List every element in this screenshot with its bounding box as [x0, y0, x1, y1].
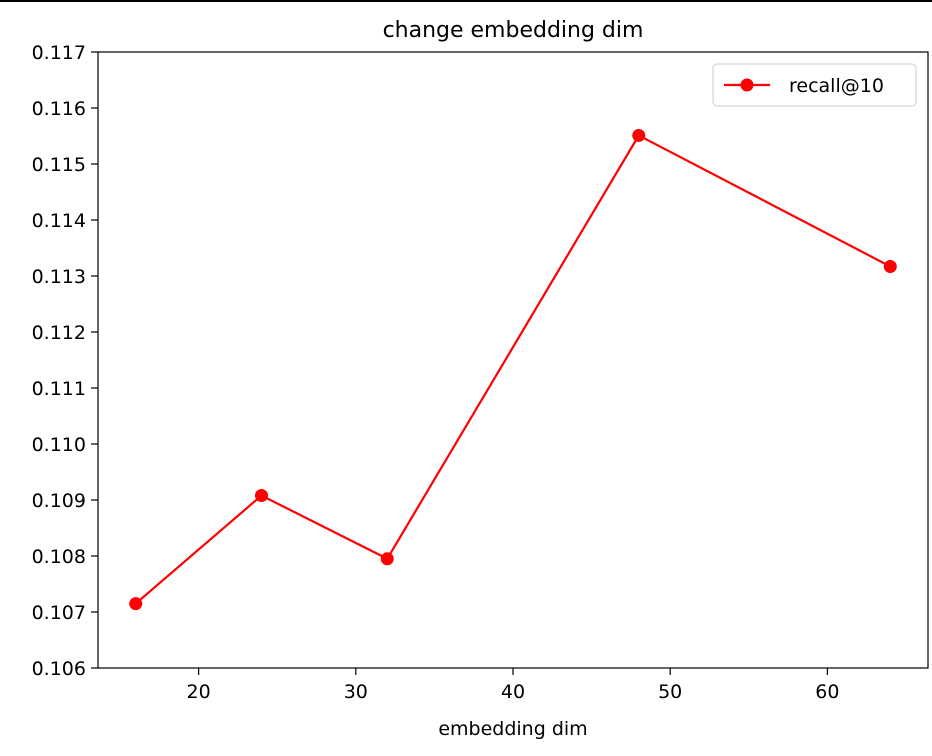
- data-point: [129, 597, 143, 611]
- y-tick-label: 0.110: [32, 434, 86, 456]
- legend-label-recall: recall@10: [789, 75, 884, 97]
- plot-frame: [97, 51, 929, 669]
- x-tick-label: 20: [187, 681, 211, 703]
- data-point: [883, 259, 897, 273]
- y-tick-label: 0.111: [32, 378, 86, 400]
- x-axis: 20 30 40 50 60: [187, 668, 839, 703]
- data-point: [632, 128, 646, 142]
- x-tick-label: 60: [815, 681, 839, 703]
- plot-series: [129, 128, 897, 611]
- legend-box: [712, 63, 917, 107]
- y-tick-label: 0.112: [32, 322, 86, 344]
- series-line-recall: [135, 133, 891, 605]
- data-point: [380, 552, 394, 566]
- y-tick-label: 0.116: [32, 98, 86, 120]
- y-tick-label: 0.114: [32, 210, 86, 232]
- x-tick-label: 40: [501, 681, 525, 703]
- window-top-border: [0, 0, 932, 2]
- y-axis: 0.106 0.107 0.108 0.109 0.110 0.111 0.112 0.113…: [32, 42, 98, 680]
- y-tick-label: 0.115: [32, 154, 86, 176]
- y-tick-label: 0.106: [32, 658, 86, 680]
- y-tick-label: 0.113: [32, 266, 86, 288]
- legend-marker-swatch: [740, 78, 754, 92]
- legend: recall@10: [712, 63, 917, 107]
- y-tick-label: 0.117: [32, 42, 86, 64]
- chart-title: change embedding dim: [383, 18, 644, 43]
- x-tick-label: 30: [344, 681, 368, 703]
- y-tick-label: 0.109: [32, 490, 86, 512]
- y-tick-label: 0.107: [32, 602, 86, 624]
- data-point: [254, 489, 268, 503]
- x-axis-label: embedding dim: [438, 718, 587, 740]
- x-tick-label: 50: [658, 681, 682, 703]
- y-tick-label: 0.108: [32, 546, 86, 568]
